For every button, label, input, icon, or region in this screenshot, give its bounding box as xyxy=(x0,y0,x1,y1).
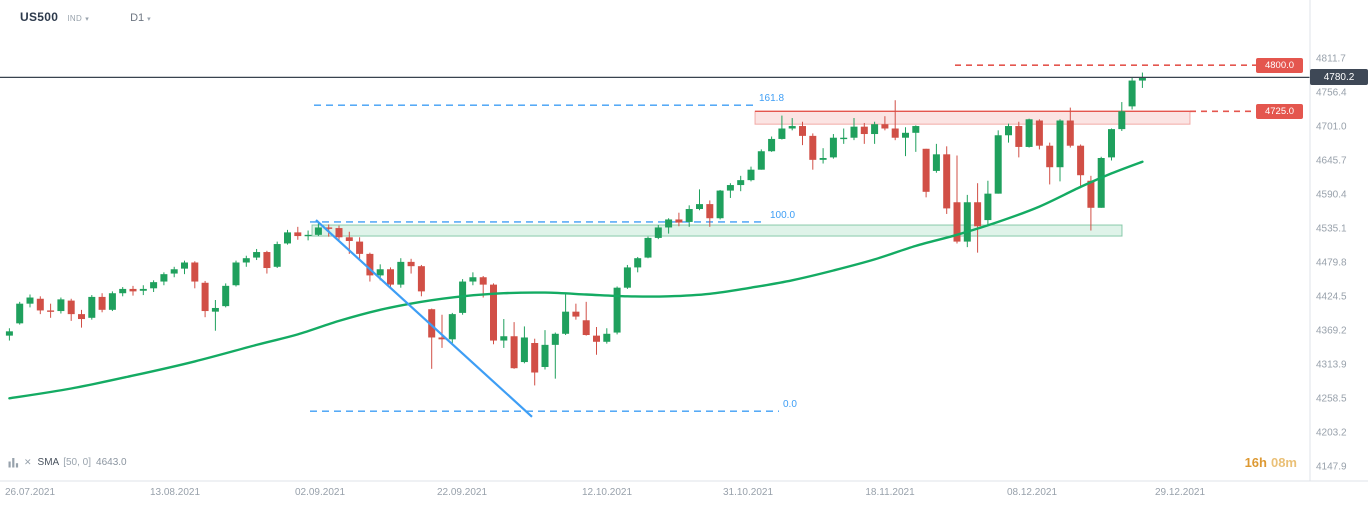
instrument-type-dropdown[interactable]: IND ▾ xyxy=(67,14,89,23)
indicator-bar: ✕ SMA [50, 0] 4643.0 xyxy=(8,457,127,468)
y-axis-label: 4811.7 xyxy=(1316,54,1346,65)
resistance-badge-lower: 4725.0 xyxy=(1256,103,1303,119)
fib-level-label: 161.8 xyxy=(759,93,784,104)
indicator-value: 4643.0 xyxy=(96,457,127,468)
y-axis-label: 4369.2 xyxy=(1316,325,1347,336)
candle-countdown: 16h 08m xyxy=(1245,455,1297,470)
trendline[interactable] xyxy=(315,219,533,418)
instrument-type-label: IND xyxy=(67,14,83,23)
indicator-chart-icon[interactable] xyxy=(8,457,19,468)
x-axis-label: 08.12.2021 xyxy=(1007,487,1057,498)
y-axis-label: 4701.0 xyxy=(1316,122,1347,133)
x-axis-label: 02.09.2021 xyxy=(295,487,345,498)
y-axis-label: 4535.1 xyxy=(1316,224,1347,235)
chevron-down-icon: ▾ xyxy=(147,16,151,23)
y-axis-label: 4147.9 xyxy=(1316,462,1347,473)
y-axis-label: 4590.4 xyxy=(1316,190,1347,201)
x-axis-label: 29.12.2021 xyxy=(1155,487,1205,498)
y-axis-label: 4756.4 xyxy=(1316,87,1347,98)
fib-level-label: 100.0 xyxy=(770,210,795,221)
y-axis-label: 4645.7 xyxy=(1316,156,1347,167)
x-axis-label: 13.08.2021 xyxy=(150,487,200,498)
chevron-down-icon: ▾ xyxy=(85,16,90,23)
countdown-hours: 16h xyxy=(1244,455,1267,470)
y-axis-label: 4203.2 xyxy=(1316,428,1347,439)
x-axis-label: 31.10.2021 xyxy=(723,487,773,498)
y-axis-label: 4424.5 xyxy=(1316,291,1347,302)
remove-indicator-icon[interactable]: ✕ xyxy=(24,457,32,467)
chart-header: US500 IND ▾ D1 ▾ xyxy=(20,10,151,24)
symbol-label[interactable]: US500 xyxy=(20,10,59,24)
x-axis-label: 12.10.2021 xyxy=(582,487,632,498)
y-axis-label: 4479.8 xyxy=(1316,258,1347,269)
candlestick-series xyxy=(5,72,1146,386)
support-zone[interactable] xyxy=(311,224,1123,237)
indicator-params: [50, 0] xyxy=(63,457,92,468)
y-axis-label: 4313.9 xyxy=(1316,359,1347,370)
x-axis-label: 22.09.2021 xyxy=(437,487,487,498)
resistance-badge-upper: 4800.0 xyxy=(1256,57,1303,73)
timeframe-dropdown[interactable]: D1 ▾ xyxy=(130,12,151,24)
x-axis-label: 18.11.2021 xyxy=(865,487,915,498)
countdown-minutes: 08m xyxy=(1270,455,1297,470)
indicator-name[interactable]: SMA xyxy=(37,457,60,468)
timeframe-label: D1 xyxy=(130,12,145,24)
y-axis-label: 4258.5 xyxy=(1316,394,1347,405)
sma50-line xyxy=(8,160,1144,400)
fib-level-label: 0.0 xyxy=(783,399,797,410)
current-price-badge: 4780.2 xyxy=(1310,69,1368,86)
x-axis-label: 26.07.2021 xyxy=(5,487,55,498)
